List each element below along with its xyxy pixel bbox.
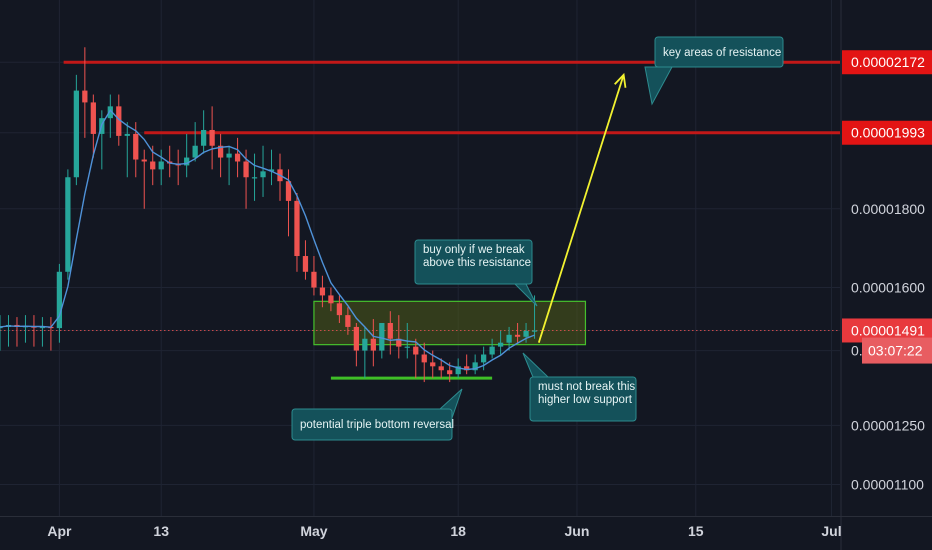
candle-body	[481, 354, 487, 363]
candle-body	[523, 330, 529, 337]
candle-body	[404, 346, 410, 348]
candle-body	[65, 177, 71, 272]
time-axis-tick-label: 13	[153, 523, 169, 539]
resistance-price-label: 0.00002172	[851, 54, 925, 70]
candle-body	[379, 322, 385, 351]
candle-body	[260, 171, 266, 178]
candle-body	[294, 200, 300, 257]
triple-bottom-note-box	[291, 408, 453, 441]
resistance-price-tag	[842, 50, 932, 75]
candle-body	[107, 106, 113, 119]
countdown-timer-label: 03:07:22	[868, 343, 923, 359]
resistance-note-text: key areas of resistance	[663, 47, 781, 59]
current-price-label: 0.00001491	[851, 322, 925, 338]
candle-body	[438, 366, 444, 371]
support-note-box	[529, 376, 637, 422]
candle-body	[226, 153, 232, 158]
candle-body	[73, 90, 79, 178]
candle-body	[447, 370, 453, 375]
candle-body	[514, 334, 521, 337]
moving-average-line	[0, 109, 535, 371]
candle-body	[158, 161, 164, 170]
candle-body	[413, 346, 419, 355]
breakout-note-text: buy only if we break	[423, 244, 525, 256]
breakout-arrow-head	[614, 72, 627, 88]
candle-body	[234, 153, 241, 162]
candle-body	[531, 330, 538, 332]
resistance-note-box	[654, 36, 784, 68]
annotations-layer: key areas of resistance buy only if we br…	[291, 36, 784, 441]
candle-body	[141, 159, 147, 162]
candle-body	[150, 161, 156, 170]
candle-body	[192, 145, 198, 158]
time-axis-tick-label: 18	[450, 523, 466, 539]
breakout-arrow	[537, 74, 625, 343]
candle-body	[201, 129, 207, 146]
candle-body	[209, 129, 215, 146]
candle-body	[311, 271, 317, 288]
candle-body	[268, 169, 275, 172]
candle-body	[302, 256, 309, 272]
time-axis-tick-label: May	[300, 523, 327, 539]
resistance-price-tag	[842, 120, 932, 145]
candle-body	[455, 366, 461, 375]
candle-body	[421, 354, 427, 363]
candle-body	[184, 157, 190, 166]
candle-body	[0, 326, 3, 329]
candle-body	[133, 133, 139, 160]
candle-body	[345, 315, 351, 327]
candle-body	[353, 326, 359, 351]
time-axis-tick-label: Jul	[821, 523, 841, 539]
candle-body	[319, 287, 326, 296]
time-axis-tick-label: Apr	[47, 523, 72, 539]
candle-body	[370, 338, 376, 351]
candle-body	[116, 106, 122, 136]
price-axis-tick-label: 0.00001100	[851, 476, 924, 492]
candle-body	[489, 346, 495, 355]
candle-body	[124, 133, 130, 136]
candle-body	[387, 322, 393, 339]
candle-body	[243, 161, 249, 178]
candle-body	[90, 102, 96, 134]
candle-body	[336, 303, 343, 316]
support-note-text: must not break this	[538, 381, 635, 393]
candle-body	[396, 338, 402, 347]
time-axis-tick-label: 15	[688, 523, 704, 539]
candle-body	[472, 362, 478, 371]
support-note-text: higher low support	[538, 394, 633, 406]
breakout-note-box	[414, 239, 533, 285]
countdown-tag	[862, 337, 932, 364]
price-axis-tick-label: 0.00001250	[851, 417, 925, 433]
breakout-note-text: above this resistance	[423, 257, 531, 269]
candle-body	[285, 181, 292, 201]
time-axis-tick-label: Jun	[565, 523, 590, 539]
price-axis-tick-label: 0.00001800	[851, 201, 925, 217]
countdown-axis-prefix: 0.	[851, 343, 863, 359]
candle-body	[362, 338, 368, 351]
candle-body	[328, 295, 334, 304]
triple-bottom-note-text: potential triple bottom reversal	[300, 419, 454, 431]
resistance-price-label: 0.00001993	[851, 125, 925, 141]
candle-body	[251, 177, 258, 179]
price-axis-tick-label: 0.00001600	[851, 280, 925, 296]
candle-body	[464, 366, 470, 371]
candle-body	[39, 326, 46, 329]
candle-body	[506, 334, 512, 343]
candle-body	[82, 90, 88, 103]
candle-body	[217, 145, 224, 158]
candle-body	[497, 342, 504, 347]
candle-body	[56, 271, 63, 329]
candle-body	[430, 362, 436, 367]
